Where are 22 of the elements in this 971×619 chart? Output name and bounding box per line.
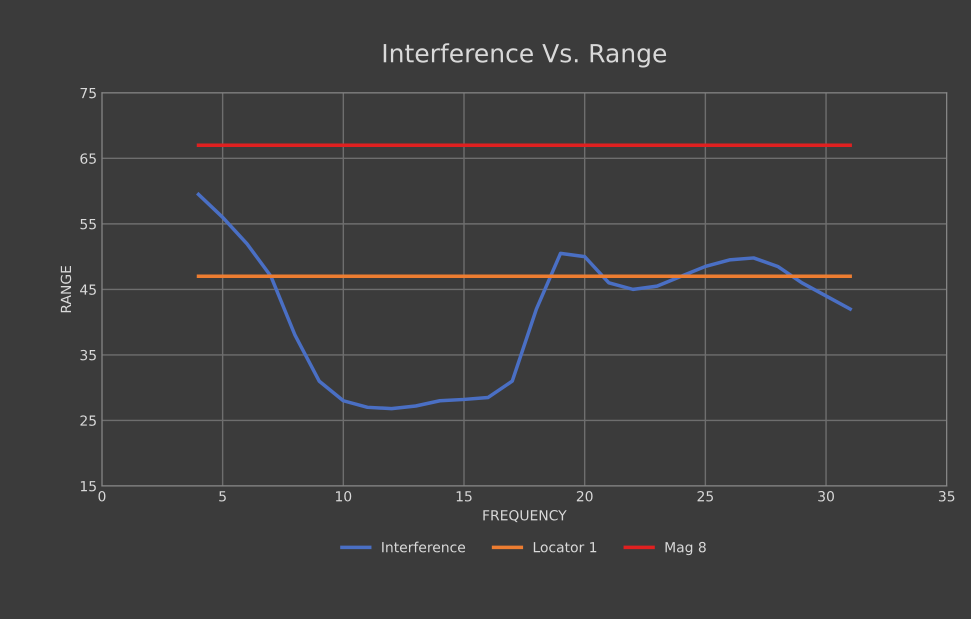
y-tick-label: 55 xyxy=(80,219,96,230)
x-tick-label: 25 xyxy=(698,491,713,502)
x-tick-label: 35 xyxy=(938,491,954,502)
y-axis-title: RANGE xyxy=(60,266,72,312)
x-tick-label: 30 xyxy=(818,491,834,502)
y-tick-label: 45 xyxy=(80,284,96,295)
x-tick-label: 10 xyxy=(336,491,352,502)
chart-title: Interference Vs. Range xyxy=(384,43,666,68)
y-tick-label: 35 xyxy=(80,350,96,360)
x-axis-title: FREQUENCY xyxy=(483,510,567,522)
x-tick-label: 15 xyxy=(456,491,472,502)
y-tick-label: 15 xyxy=(80,481,96,492)
line-series xyxy=(196,192,852,410)
legend-label: Mag 8 xyxy=(666,542,706,556)
y-tick-label: 75 xyxy=(80,88,96,98)
y-tick-label: 25 xyxy=(80,415,96,426)
y-tick-label: 65 xyxy=(80,153,96,164)
legend-label: Locator 1 xyxy=(534,542,596,552)
x-tick-label: 0 xyxy=(98,491,106,502)
x-tick-label: 20 xyxy=(576,491,593,502)
legend-label: Interference xyxy=(382,542,466,552)
x-tick-label: 5 xyxy=(219,491,226,502)
